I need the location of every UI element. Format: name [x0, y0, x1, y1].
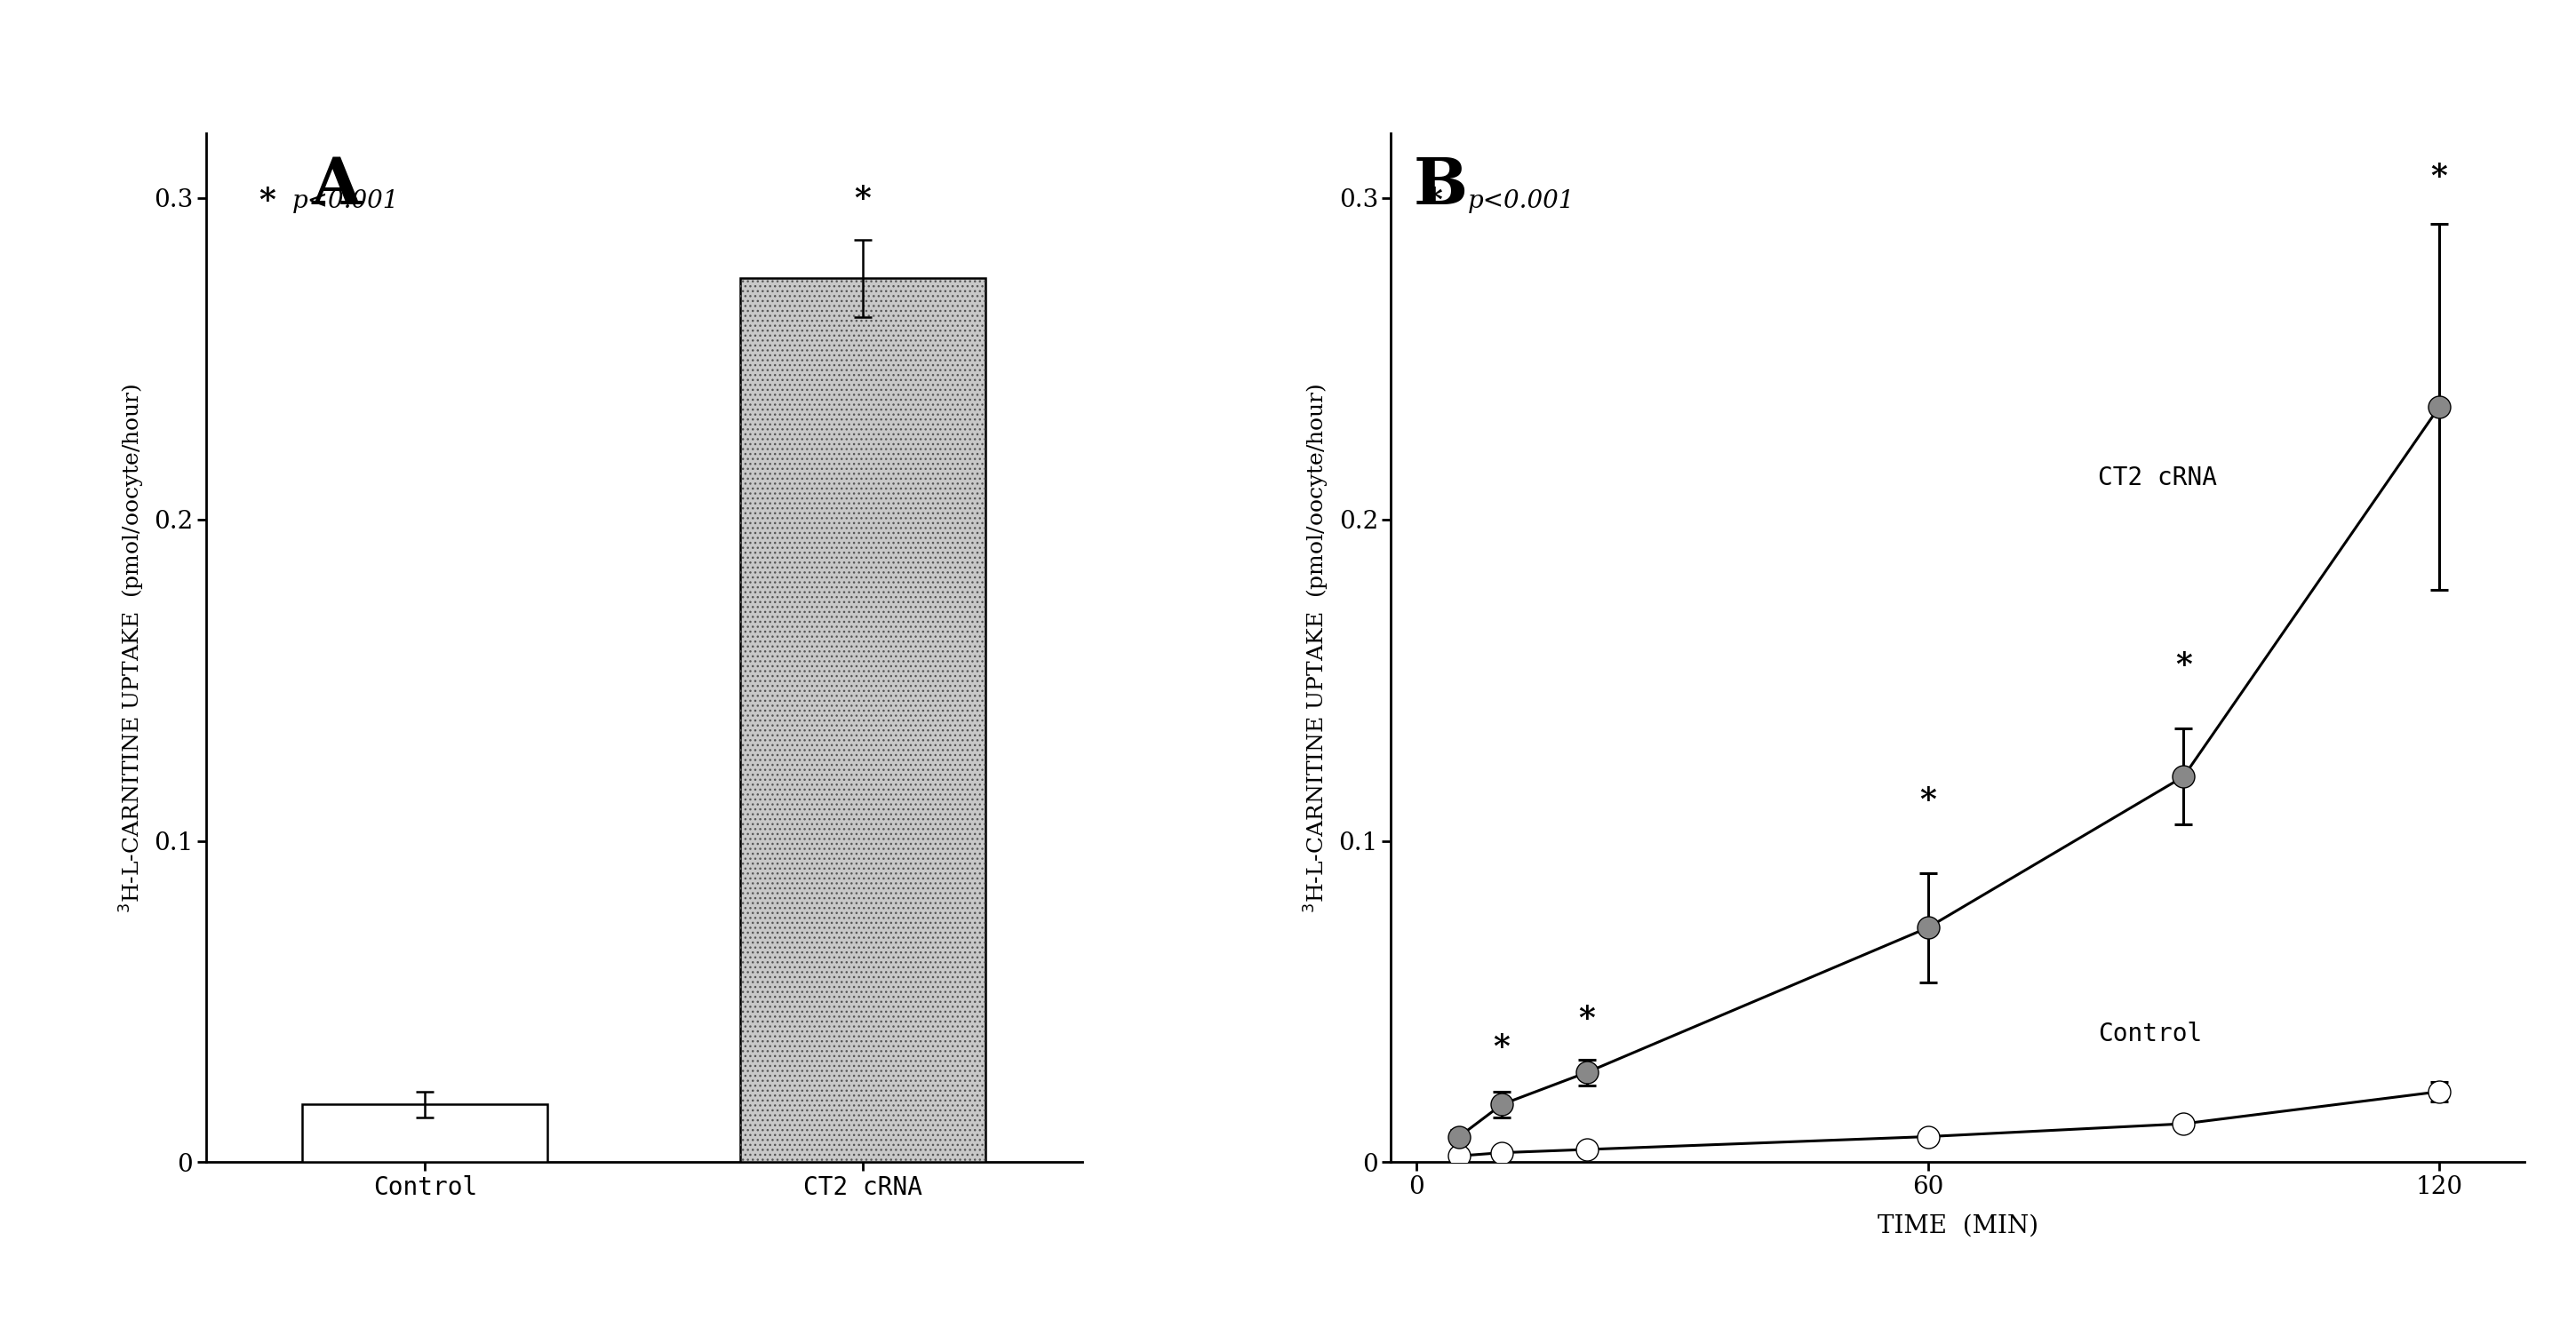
Text: *: * — [258, 186, 276, 216]
Bar — [301, 1105, 549, 1162]
Y-axis label: $^{3}$H-L-CARNITINE UPTAKE  (pmol/oocyte/hour): $^{3}$H-L-CARNITINE UPTAKE (pmol/oocyte/… — [118, 383, 147, 912]
Y-axis label: $^{3}$H-L-CARNITINE UPTAKE  (pmol/oocyte/hour): $^{3}$H-L-CARNITINE UPTAKE (pmol/oocyte/… — [1303, 383, 1332, 912]
Text: *: * — [1425, 186, 1443, 216]
Text: A: A — [312, 154, 361, 218]
Text: B: B — [1414, 154, 1468, 218]
Text: *: * — [1919, 786, 1937, 815]
Text: *: * — [2432, 162, 2447, 191]
X-axis label: TIME  (MIN): TIME (MIN) — [1878, 1214, 2038, 1238]
Bar — [739, 278, 987, 1162]
Text: *: * — [855, 184, 871, 214]
Text: Control: Control — [2099, 1021, 2202, 1046]
Text: p<0.001: p<0.001 — [1468, 190, 1574, 214]
Text: p<0.001: p<0.001 — [291, 190, 399, 214]
Text: *: * — [1579, 1003, 1595, 1034]
Bar — [739, 278, 987, 1162]
Text: *: * — [2174, 649, 2192, 680]
Text: CT2 cRNA: CT2 cRNA — [2099, 465, 2218, 490]
Text: *: * — [1494, 1033, 1510, 1062]
